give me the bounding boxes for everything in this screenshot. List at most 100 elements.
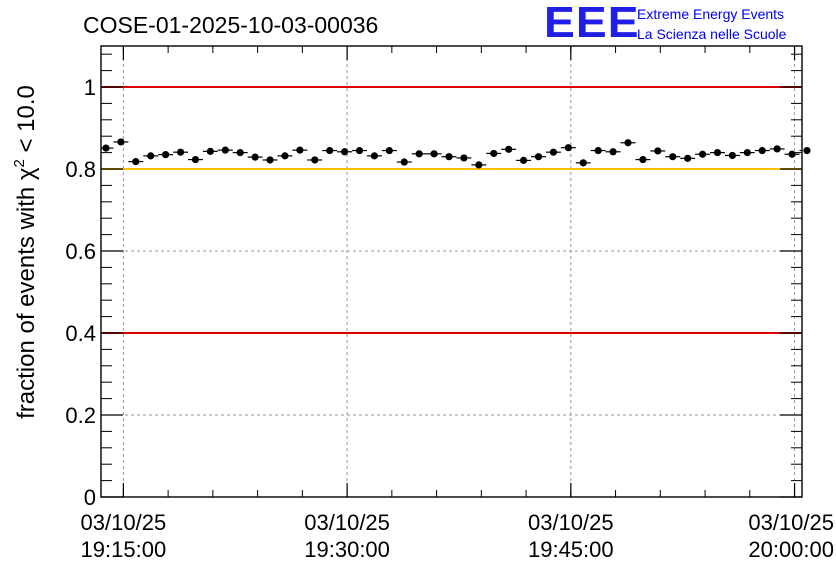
data-point	[322, 146, 338, 155]
data-point	[113, 138, 129, 146]
x-tick-label-date: 03/10/25	[304, 510, 390, 535]
point-marker	[206, 147, 214, 155]
y-axis-label-superscript: 2	[11, 159, 28, 167]
data-point	[441, 153, 457, 161]
grid-lines	[101, 46, 802, 497]
data-point	[202, 147, 218, 155]
data-point	[337, 148, 353, 156]
axis-ticks	[101, 46, 802, 498]
point-marker	[117, 138, 125, 146]
point-marker	[355, 146, 364, 155]
data-point	[277, 152, 293, 160]
point-marker	[728, 151, 736, 160]
data-point	[739, 149, 755, 157]
point-marker	[773, 145, 781, 153]
data-point	[101, 144, 114, 152]
point-marker	[266, 156, 274, 164]
x-tick-label-time: 19:45:00	[528, 537, 614, 562]
point-marker	[519, 156, 528, 164]
data-point	[366, 152, 382, 160]
point-marker	[758, 146, 766, 155]
point-marker	[162, 151, 170, 159]
data-point	[456, 154, 472, 162]
point-marker	[684, 154, 692, 162]
y-tick-label: 0	[84, 485, 96, 510]
data-point	[232, 149, 248, 157]
data-point	[516, 156, 532, 164]
data-point	[605, 148, 621, 156]
data-point	[754, 146, 770, 155]
point-marker	[236, 149, 244, 157]
tick-labels: 00.20.40.60.8103/10/2519:15:0003/10/2519…	[65, 75, 834, 562]
point-marker	[713, 149, 722, 157]
data-point	[262, 156, 278, 164]
point-marker	[654, 147, 662, 155]
y-tick-label: 1	[84, 75, 96, 100]
data-point	[396, 158, 412, 166]
reference-lines	[102, 86, 801, 334]
x-tick-label-date: 03/10/25	[528, 510, 614, 535]
y-axis-label: fraction of events with χ2 < 10.0	[11, 85, 40, 419]
data-point	[724, 151, 740, 160]
data-point	[486, 149, 502, 158]
eee-logo-line-2: La Scienza nelle Scuole	[637, 26, 787, 42]
data-point	[575, 159, 591, 167]
point-marker	[311, 156, 319, 164]
point-marker	[191, 155, 200, 164]
data-point	[158, 151, 174, 159]
y-axis-label-prefix: fraction of events with	[13, 180, 40, 419]
data-point	[620, 139, 636, 147]
point-marker	[505, 145, 513, 153]
x-tick-label-time: 19:15:00	[81, 537, 167, 562]
point-marker	[549, 148, 558, 156]
point-marker	[579, 159, 587, 167]
data-point	[128, 158, 144, 166]
point-marker	[698, 150, 707, 158]
point-marker	[400, 158, 408, 166]
plot-frame	[100, 45, 803, 498]
point-marker	[147, 152, 155, 160]
data-point	[411, 150, 427, 158]
point-marker	[639, 155, 647, 164]
data-point	[292, 146, 308, 154]
data-point	[560, 144, 576, 152]
x-tick-label-time: 20:00:00	[748, 537, 834, 562]
point-marker	[460, 154, 468, 162]
data-point	[501, 145, 517, 153]
point-marker	[624, 139, 632, 147]
y-tick-label: 0.2	[65, 403, 96, 428]
data-point	[769, 145, 785, 153]
data-point	[381, 146, 397, 155]
y-tick-label: 0.8	[65, 157, 96, 182]
data-point	[590, 146, 606, 155]
y-tick-label: 0.4	[65, 321, 96, 346]
chart-title: COSE-01-2025-10-03-00036	[83, 12, 378, 38]
point-marker	[564, 144, 572, 152]
data-point	[247, 153, 263, 161]
point-marker	[594, 146, 602, 155]
point-marker	[370, 152, 379, 160]
y-axis-label-symbol: χ	[13, 167, 40, 180]
point-marker	[415, 150, 423, 158]
point-marker	[176, 148, 185, 156]
data-point	[695, 150, 711, 158]
x-tick-label-date: 03/10/25	[748, 510, 834, 535]
point-marker	[475, 161, 483, 169]
data-point	[635, 155, 651, 164]
data-point	[665, 153, 681, 161]
point-marker	[609, 148, 617, 156]
eee-logo: EEE Extreme Energy Events La Scienza nel…	[540, 0, 836, 47]
point-marker	[296, 146, 304, 154]
data-point	[143, 152, 159, 160]
point-marker	[385, 146, 393, 155]
y-axis-label-suffix: < 10.0	[13, 85, 40, 159]
data-point	[471, 161, 487, 169]
point-marker	[445, 153, 453, 161]
x-tick-label-time: 19:30:00	[304, 537, 390, 562]
data-point	[680, 154, 696, 162]
data-point	[784, 150, 800, 158]
data-point	[173, 148, 189, 156]
data-point	[710, 149, 725, 157]
data-point	[188, 155, 203, 164]
